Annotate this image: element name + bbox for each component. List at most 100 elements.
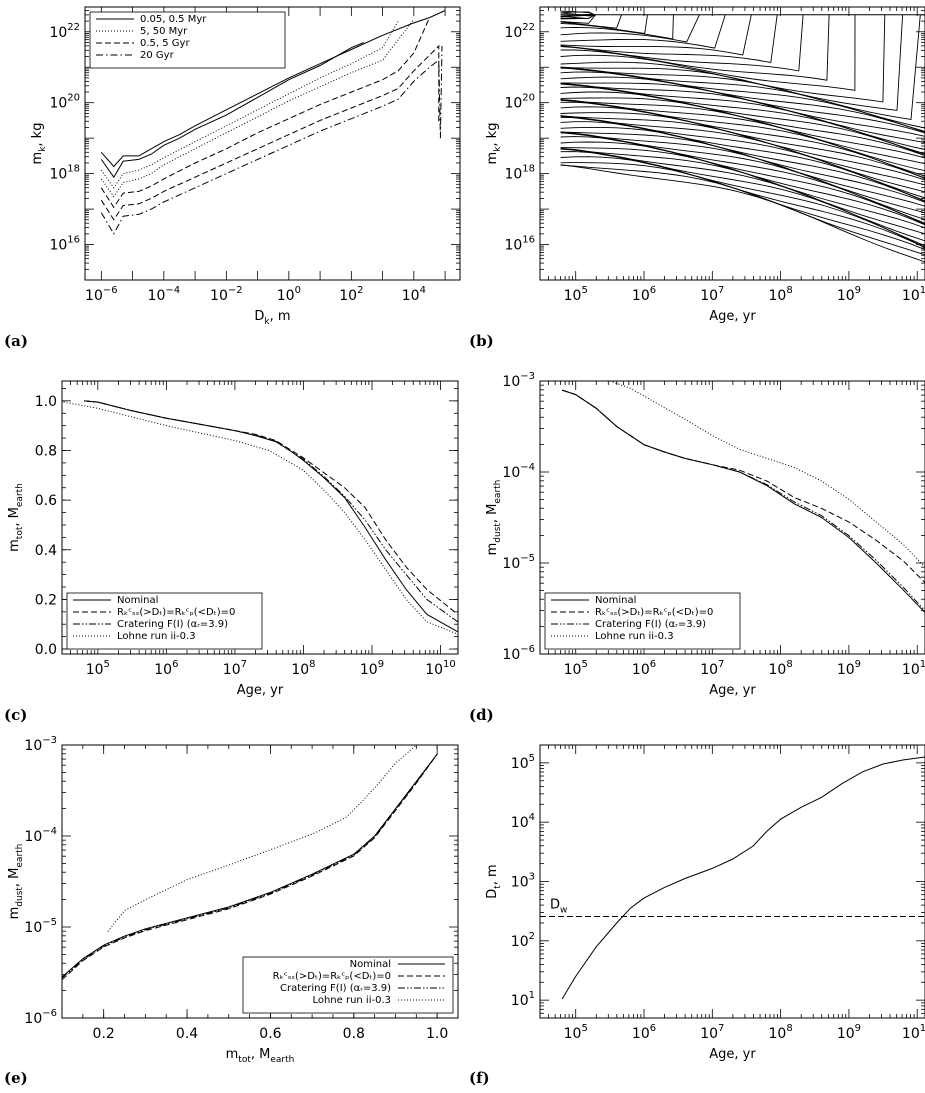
size-bin-line-40 (560, 14, 886, 103)
size-bin-line-15 (560, 126, 925, 203)
y-tick-label: 10−3 (502, 371, 535, 390)
x-tick-label: 107 (700, 1023, 724, 1042)
x-tick-label: 10−6 (85, 285, 118, 304)
plot-frame (61, 744, 459, 1019)
legend-entry: Lohne run ii-0.3 (312, 995, 391, 1006)
size-bin-line-50 (560, 14, 622, 29)
legend-entry: Rₖᶜₛₛ(>Dₜ)=Rₖᶜₚ(<Dₜ)=0 (117, 607, 235, 618)
size-bin-line-55 (560, 10, 595, 16)
x-axis-label: Age, yr (237, 683, 284, 698)
series-line-0-5-5-gyr-4 (100, 17, 430, 209)
y-axis-label: mk​, kg (30, 123, 48, 165)
legend-entry: Nominal (595, 595, 636, 606)
x-tick-label: 1010 (902, 1023, 925, 1042)
size-bin-line-22 (560, 106, 925, 179)
series-line-lohne-run-ii-0-3-3 (609, 381, 925, 568)
x-tick-label: 0.2 (93, 1026, 115, 1042)
size-bin-line-31 (560, 82, 925, 150)
y-tick-label: 1016 (49, 235, 80, 254)
size-bin-line-42 (560, 14, 830, 81)
x-tick-label: 0.8 (343, 1026, 365, 1042)
x-tick-label: 107 (700, 285, 724, 304)
legend-entry: 20 Gyr (140, 50, 175, 61)
y-axis-label: mtot​, Mearth​ (7, 483, 25, 552)
legend-box (66, 592, 263, 650)
size-bin-line-38 (560, 14, 921, 121)
size-bin-line-48 (560, 14, 674, 40)
x-tick-label: 105 (564, 1023, 588, 1042)
size-bin-line-43 (560, 14, 804, 72)
y-tick-label: 104 (511, 812, 535, 831)
x-tick-label: 109 (360, 659, 384, 678)
series-line-0-05-0-5-myr-0 (100, 41, 364, 179)
size-bin-line-44 (560, 14, 778, 64)
x-tick-label: 107 (223, 659, 247, 678)
x-tick-label: 106 (632, 659, 656, 678)
x-tick-label: 1010 (425, 659, 456, 678)
y-tick-label: 1020 (504, 93, 535, 112)
legend-entry: 0.5, 5 Gyr (140, 38, 190, 49)
x-tick-label: 106 (154, 659, 178, 678)
legend-entry: Rₖᶜₛₛ(>Dₜ)=Rₖᶜₚ(<Dₜ)=0 (273, 971, 391, 982)
legend-box (242, 956, 454, 1014)
size-bin-line-34 (560, 76, 925, 134)
size-bin-line-58 (560, 14, 595, 19)
x-tick-label: 10−2 (210, 285, 243, 304)
x-tick-label: 10−4 (148, 285, 181, 304)
size-bin-line-12 (560, 131, 925, 220)
y-tick-label: 1020 (49, 93, 80, 112)
dw-annotation: Dw (550, 897, 567, 915)
size-bin-line-21 (560, 112, 925, 181)
x-tick-label: 0.4 (176, 1026, 198, 1042)
x-tick-label: 106 (632, 285, 656, 304)
y-tick-label: 10−3 (24, 735, 57, 754)
size-bin-line-0 (560, 164, 925, 263)
x-axis-label: Dk​, m (254, 309, 290, 327)
series-line-r-k-c-ss-d-t-r-k-c-p-d-t-0-1 (62, 753, 438, 981)
series-line-r-k-c-ss-d-t-r-k-c-p-d-t-0-1 (561, 389, 925, 584)
plot-frame (61, 380, 459, 655)
legend-entry: Cratering F(I) (αᵣ=3.9) (280, 983, 391, 994)
y-axis-label: mk​, kg (485, 123, 503, 165)
plot-frame (539, 744, 925, 1019)
axis-ticks (539, 744, 925, 1019)
x-tick-label: 102 (339, 285, 363, 304)
x-tick-label: 105 (564, 659, 588, 678)
size-bin-line-17 (560, 116, 925, 202)
y-tick-label: 1.0 (35, 394, 57, 410)
size-bin-line-6 (560, 147, 925, 242)
size-bin-line-45 (560, 14, 752, 56)
x-axis-label: mtot​, Mearth​ (226, 1047, 295, 1065)
y-tick-label: 105 (511, 753, 535, 772)
panel-letter-d: (d) (469, 706, 494, 724)
series-line-cratering-f-i-r-3-9--2 (561, 389, 925, 612)
series-group (561, 756, 925, 1000)
panel-letter-e: (e) (4, 1069, 28, 1087)
size-bin-line-3 (560, 156, 925, 249)
legend-entry: Lohne run ii-0.3 (595, 631, 674, 642)
series-line-cratering-f-i-r-3-9--2 (84, 400, 458, 623)
y-tick-label: 0.2 (35, 592, 57, 608)
x-tick-label: 107 (700, 659, 724, 678)
legend-entry: Nominal (350, 959, 391, 970)
x-tick-label: 109 (837, 285, 861, 304)
x-axis-label: Age, yr (709, 309, 756, 324)
legend-box (89, 11, 286, 69)
x-tick-label: 105 (86, 659, 110, 678)
size-bin-line-41 (560, 14, 856, 91)
series-line-5-50-myr-2 (100, 20, 399, 189)
legend-entry: Lohne run ii-0.3 (117, 631, 196, 642)
y-tick-label: 101 (511, 990, 535, 1009)
panel-letter-f: (f) (469, 1069, 490, 1087)
panel-e: 0.2 0.4 0.6 0.8 1.0 10−6 10−5 10−4 10−3 mtot​, Me… (7, 735, 459, 1065)
y-axis-label: Dt​, m (485, 864, 503, 898)
size-bin-line-9 (560, 141, 925, 226)
panel-c: 105 106 107 108 109 1010 0.0 0.2 0.4 0.6 0.8 1.0 Age… (7, 380, 459, 698)
y-tick-label: 10−4 (502, 462, 535, 481)
y-axis-label: mdust​, Mearth​ (7, 844, 25, 920)
legend-entry: Cratering F(I) (αᵣ=3.9) (117, 619, 228, 630)
x-tick-label: 108 (769, 659, 793, 678)
